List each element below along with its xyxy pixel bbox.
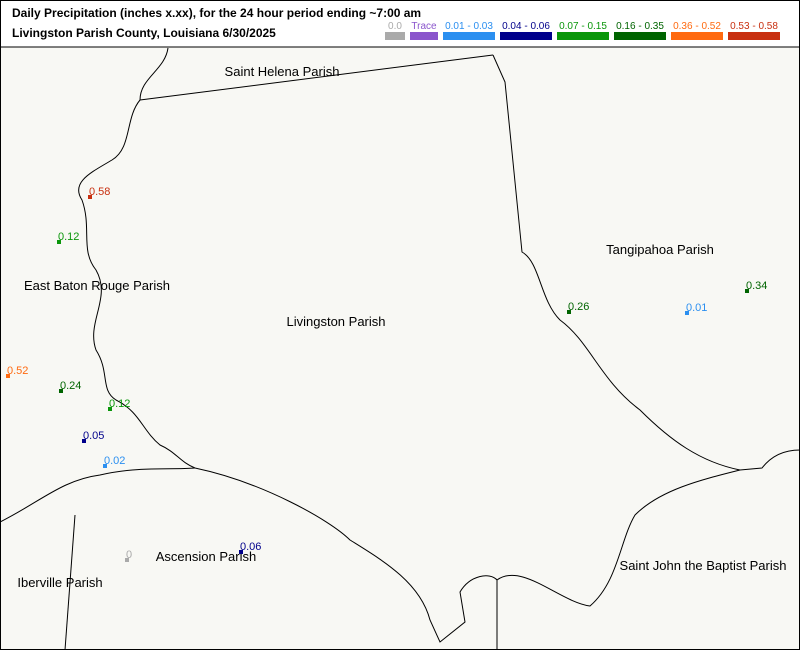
parish-label: East Baton Rouge Parish xyxy=(24,278,170,293)
station-value: 0.52 xyxy=(7,365,28,377)
boundaries xyxy=(0,47,800,651)
station-value: 0.05 xyxy=(83,430,104,442)
legend-label: 0.07 - 0.15 xyxy=(559,21,607,32)
station-value: 0.12 xyxy=(109,398,130,410)
station-marker xyxy=(108,407,112,411)
boundary xyxy=(0,467,196,523)
legend-swatch xyxy=(410,32,438,40)
legend-label: 0.04 - 0.06 xyxy=(502,21,550,32)
legend-label: 0.01 - 0.03 xyxy=(445,21,493,32)
boundary xyxy=(64,514,76,651)
station-marker xyxy=(125,558,129,562)
station-value: 0.58 xyxy=(89,186,110,198)
station-marker xyxy=(59,389,63,393)
station-value: 0.26 xyxy=(568,301,589,313)
station-marker xyxy=(685,311,689,315)
station-value: 0.06 xyxy=(240,541,261,553)
parish-label: Livingston Parish xyxy=(287,314,386,329)
parish-label: Iberville Parish xyxy=(17,575,102,590)
legend-label: 0.36 - 0.52 xyxy=(673,21,721,32)
legend-swatch xyxy=(728,32,780,40)
parish-label: Saint John the Baptist Parish xyxy=(620,558,787,573)
parish-label: Ascension Parish xyxy=(156,549,256,564)
subtitle: Livingston Parish County, Louisiana 6/30… xyxy=(12,26,276,40)
boundary xyxy=(492,54,800,471)
title: Daily Precipitation (inches x.xx), for t… xyxy=(12,6,421,20)
station-marker xyxy=(239,550,243,554)
station-marker xyxy=(88,195,92,199)
station-marker xyxy=(745,289,749,293)
legend-label: Trace xyxy=(411,21,437,32)
station-marker xyxy=(57,240,61,244)
station-value: 0.01 xyxy=(686,302,707,314)
station-marker xyxy=(82,439,86,443)
parish-label: Tangipahoa Parish xyxy=(606,242,714,257)
station-marker xyxy=(567,310,571,314)
legend-label: 0.16 - 0.35 xyxy=(616,21,664,32)
boundary xyxy=(139,54,494,101)
station-value: 0 xyxy=(126,549,132,561)
station-marker xyxy=(6,374,10,378)
legend-swatch xyxy=(443,32,495,40)
station-value: 0.34 xyxy=(746,280,767,292)
station-value: 0.24 xyxy=(60,380,81,392)
legend-label: 0.53 - 0.58 xyxy=(730,21,778,32)
legend-swatch xyxy=(671,32,723,40)
parish-label: Saint Helena Parish xyxy=(225,64,340,79)
legend-swatch xyxy=(385,32,405,40)
boundary xyxy=(78,47,196,469)
legend-label: 0.0 xyxy=(388,21,402,32)
station-value: 0.02 xyxy=(104,455,125,467)
station-marker xyxy=(103,464,107,468)
station-value: 0.12 xyxy=(58,231,79,243)
legend-swatch xyxy=(614,32,666,40)
legend-swatch xyxy=(500,32,552,40)
boundary xyxy=(194,467,741,643)
legend-swatch xyxy=(557,32,609,40)
